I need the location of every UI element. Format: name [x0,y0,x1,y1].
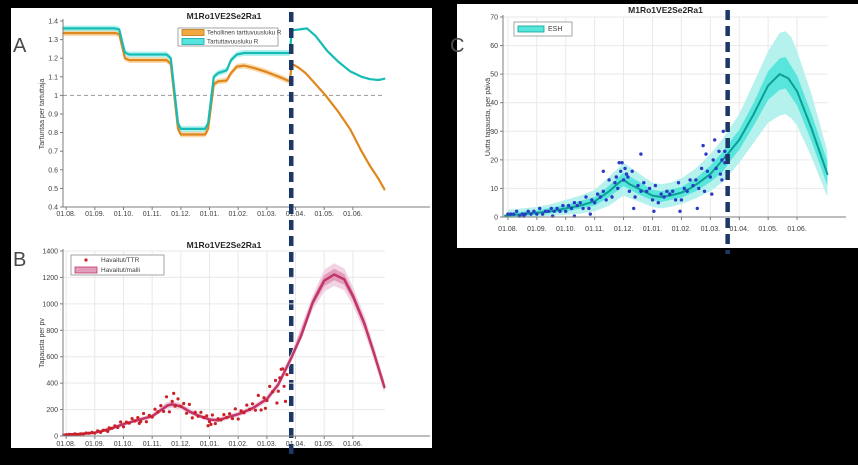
y-tick-label: 1.3 [48,37,58,44]
legend-label: Havaitut/malli [101,267,140,274]
left-chart-panel: 0.4 0.5 0.6 0.7 0.8 0.9 1 1.1 1.2 1.3 1.4 01.08. 01.… [11,8,432,460]
chart-title: M1Ro1VE2Se2Ra1 [187,11,262,21]
y-tick-label: 20 [490,157,498,164]
axes: 0.4 0.5 0.6 0.7 0.8 0.9 1 1.1 1.2 1.3 1.4 01.08. 01.… [48,19,430,218]
x-tick-label: 01.04. [286,441,306,448]
y-tick-label: 0.5 [48,186,58,193]
x-tick-label: 01.06. [343,211,363,218]
x-tick-label: 01.03. [257,211,277,218]
x-tick-label: 01.02. [672,226,692,233]
chart-title: M1Ro1VE2Se2Ra1 [187,240,262,250]
series-line-havaitut-malli [62,273,386,436]
y-tick-label: 60 [490,43,498,50]
panel-label-c: C [450,35,465,57]
x-tick-label: 01.01. [643,226,663,233]
y-tick-label: 1.4 [48,19,58,26]
legend-label: Tartuttavuusluku R [207,39,259,46]
x-tick-label: 01.09. [85,441,105,448]
y-tick-label: 1.1 [48,74,58,81]
axes: 0 200 400 600 800 1000 1200 1400 01.08. 01.09. 01.… [42,249,430,448]
scatter-dots [506,129,728,218]
legend-dot-marker [84,258,88,262]
panel-label-a: A [13,35,27,57]
y-axis-label: Uutta tapausta, per päivä [485,78,492,156]
legend-swatch [74,266,98,274]
x-tick-label: 01.12. [171,441,191,448]
y-tick-label: 400 [46,381,58,388]
charts-a-b-svg: 0.4 0.5 0.6 0.7 0.8 0.9 1 1.1 1.2 1.3 1.4 01.08. 01.… [39,11,430,460]
y-axis-label: Tapausta per pv [39,318,46,368]
y-axis-label: Tartuntaa per tartuttaja [39,79,46,150]
scatter-dots [64,367,289,437]
x-tick-label: 01.04. [729,226,749,233]
legend-swatch [181,38,205,45]
legend-swatch [517,25,545,33]
y-tick-label: 0.6 [48,167,58,174]
y-tick-label: 800 [46,328,58,335]
x-tick-label: 01.08. [56,441,76,448]
y-tick-label: 1000 [42,301,58,308]
y-tick-label: 0.7 [48,149,58,156]
x-tick-label: 01.10. [114,211,134,218]
x-tick-label: 01.05. [758,226,778,233]
x-tick-label: 01.05. [314,211,334,218]
x-tick-label: 01.06. [343,441,363,448]
y-tick-label: 30 [490,129,498,136]
panel-label-b: B [13,249,27,271]
x-tick-label: 01.04. [286,211,306,218]
y-tick-label: 0.9 [48,112,58,119]
legend-label: Tehollinen tarttuvuusluku R [207,30,282,37]
y-tick-label: 0.8 [48,130,58,137]
y-tick-label: 1 [54,93,58,100]
x-tick-label: 01.08. [56,211,76,218]
legend-swatch [181,29,205,36]
x-tick-label: 01.09. [85,211,105,218]
series-line-tartuttavuusluku-r [62,27,386,131]
y-tick-label: 0.4 [48,205,58,212]
y-tick-label: 10 [490,186,498,193]
confidence-band [507,31,828,217]
x-tick-label: 01.05. [314,441,334,448]
x-tick-label: 01.01. [200,211,220,218]
confidence-band [507,57,828,217]
y-tick-label: 40 [490,100,498,107]
x-tick-label: 01.06. [787,226,807,233]
x-tick-label: 01.09. [527,226,547,233]
y-tick-label: 0 [54,434,58,441]
y-tick-label: 1.2 [48,56,58,63]
y-tick-label: 600 [46,354,58,361]
x-tick-label: 01.02. [228,211,248,218]
axes: 0 10 20 30 40 50 60 70 01.08. 01.09. 01.10. 01.11. 0… [490,15,846,233]
y-tick-label: 70 [490,15,498,22]
legend: ESH [513,21,573,37]
x-tick-label: 01.03. [257,441,277,448]
x-tick-label: 01.12. [614,226,634,233]
x-tick-label: 01.02. [228,441,248,448]
x-tick-label: 01.03. [701,226,721,233]
chart-c-svg: 0 10 20 30 40 50 60 70 01.08. 01.09. 01.10. 01.11. 0… [485,5,846,254]
chart-title: M1Ro1VE2Se2Ra1 [628,5,703,15]
x-tick-label: 01.11. [585,226,604,233]
legend-label: ESH [548,26,562,33]
x-tick-label: 01.11. [143,441,162,448]
x-tick-label: 01.10. [556,226,576,233]
legend: Tehollinen tarttuvuusluku R Tartuttavuusl… [177,27,282,47]
legend: Havaitut/TTR Havaitut/malli [70,254,165,276]
y-tick-label: 1400 [42,249,58,256]
x-tick-label: 01.10. [114,441,134,448]
x-tick-label: 01.12. [171,211,191,218]
y-tick-label: 50 [490,72,498,79]
legend-label: Havaitut/TTR [101,257,140,264]
series-line-tehollinen-tarttuvuusluku-r [62,32,386,191]
right-chart-panel: 0 10 20 30 40 50 60 70 01.08. 01.09. 01.10. 01.11. 0… [457,4,858,254]
x-tick-label: 01.11. [143,211,162,218]
y-tick-label: 1200 [42,275,58,282]
y-tick-label: 200 [46,407,58,414]
x-tick-label: 01.08. [498,226,518,233]
y-tick-label: 0 [494,215,498,222]
confidence-band [66,268,385,436]
x-tick-label: 01.01. [200,441,220,448]
